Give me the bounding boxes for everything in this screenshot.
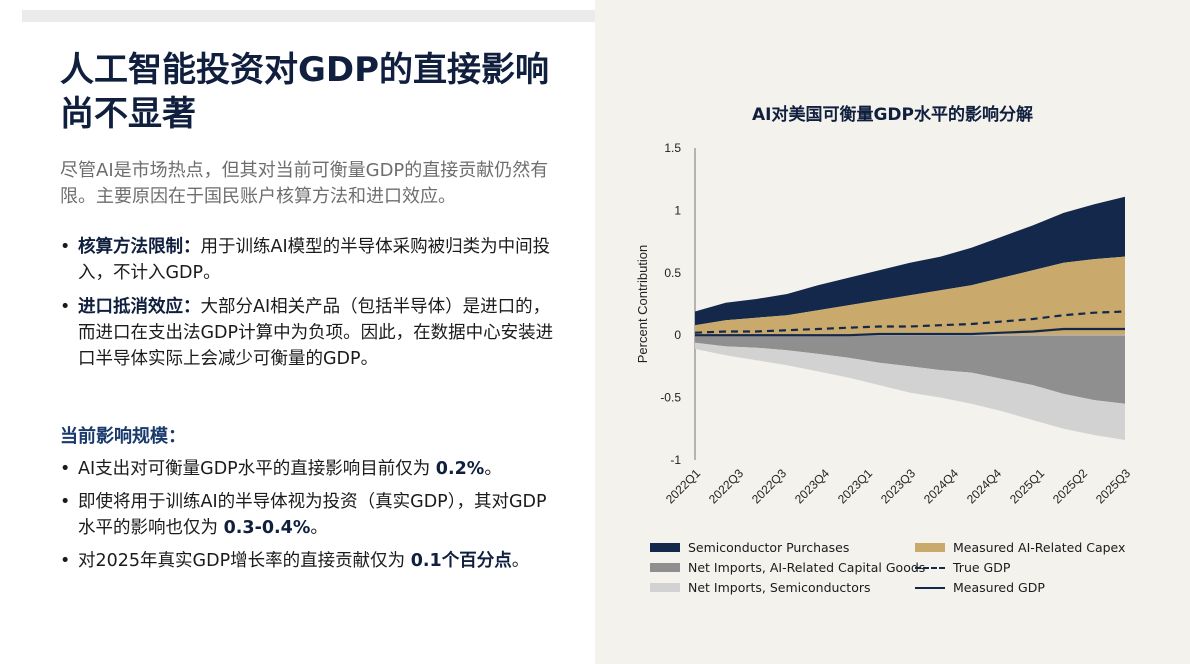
x-tick-label: 2024Q4 [921, 466, 961, 506]
section-title: 当前影响规模： [60, 426, 186, 447]
y-tick-label: 1.5 [664, 141, 681, 155]
y-tick-label: 1 [674, 203, 681, 217]
key-points-list: 核算方法限制：用于训练AI模型的半导体采购被归类为中间投入，不计入GDP。 进口… [60, 234, 560, 380]
impact-text: 即使将用于训练AI的半导体视为投资（真实GDP），其对GDP水平的影响也仅为 [78, 492, 547, 538]
legend-swatch [915, 566, 945, 569]
impact-list: AI支出对可衡量GDP水平的直接影响目前仅为 0.2%。 即使将用于训练AI的半… [60, 456, 560, 581]
x-tick-label: 2025Q2 [1050, 466, 1090, 506]
area-semiconductor-purchases [695, 196, 1125, 326]
line-measured-gdp [695, 327, 1125, 337]
y-tick-label: 0.5 [664, 266, 681, 280]
point-heading: 进口抵消效应： [78, 297, 201, 317]
x-tick-label: 2025Q1 [1007, 466, 1047, 506]
x-tick-label: 2022Q3 [706, 466, 746, 506]
page-title: 人工智能投资对GDP的直接影响尚不显著 [60, 50, 550, 134]
legend-item: Measured GDP [915, 580, 1045, 595]
legend-label: Net Imports, Semiconductors [688, 580, 871, 595]
impact-value: 0.2% [435, 459, 485, 479]
y-tick-label: 0 [674, 328, 681, 342]
x-tick-label: 2024Q4 [964, 466, 1004, 506]
impact-text: 。 [511, 551, 530, 571]
impact-value: 0.3-0.4% [223, 518, 311, 538]
legend-label: Measured AI-Related Capex [953, 540, 1126, 555]
area-measured-ai-related-capex [695, 256, 1125, 336]
area-net-imports-semiconductors [695, 342, 1125, 440]
legend-item: Net Imports, AI-Related Capital Goods [650, 560, 925, 575]
x-tick-label: 2023Q1 [835, 466, 875, 506]
impact-text: 。 [310, 518, 328, 538]
area-chart: 1.5 1 0.5 0 -0.5 -1 Percent Contribution 2022Q1… [635, 141, 1133, 506]
legend-label: True GDP [953, 560, 1011, 575]
legend-swatch [650, 563, 680, 572]
list-item: 即使将用于训练AI的半导体视为投资（真实GDP），其对GDP水平的影响也仅为 0… [60, 489, 560, 541]
legend-swatch [650, 583, 680, 592]
legend-label: Net Imports, AI-Related Capital Goods [688, 560, 926, 575]
y-axis-label: Percent Contribution [635, 245, 650, 364]
legend-swatch [915, 543, 945, 552]
x-tick-label: 2022Q3 [749, 466, 789, 506]
list-item: 进口抵消效应：大部分AI相关产品（包括半导体）是进口的，而进口在支出法GDP计算… [60, 294, 560, 372]
x-tick-label: 2022Q1 [663, 466, 703, 506]
x-tick-label: 2023Q3 [878, 466, 918, 506]
chart-title: AI对美国可衡量GDP水平的影响分解 [751, 105, 1033, 125]
legend-item: Measured AI-Related Capex [915, 540, 1125, 555]
intro-text: 尽管AI是市场热点，但其对当前可衡量GDP的直接贡献仍然有限。主要原因在于国民账… [60, 160, 549, 207]
list-item: 核算方法限制：用于训练AI模型的半导体采购被归类为中间投入，不计入GDP。 [60, 234, 560, 286]
list-item: AI支出对可衡量GDP水平的直接影响目前仅为 0.2%。 [60, 456, 560, 482]
legend-item: Net Imports, Semiconductors [650, 580, 871, 595]
x-tick-label: 2025Q3 [1093, 466, 1133, 506]
impact-text: 对2025年真实GDP增长率的直接贡献仅为 [78, 551, 411, 571]
y-tick-label: -1 [670, 453, 681, 467]
legend-label: Semiconductor Purchases [688, 540, 850, 555]
legend-swatch [915, 586, 945, 589]
legend-swatch [650, 543, 680, 552]
impact-text: 。 [484, 459, 502, 479]
y-tick-label: -0.5 [660, 391, 681, 405]
x-tick-label: 2023Q4 [792, 466, 832, 506]
point-text: 用于训练AI模型的半导体采购被归类为中间投入，不计入GDP。 [78, 237, 551, 283]
point-heading: 核算方法限制： [78, 237, 201, 257]
list-item: 对2025年真实GDP增长率的直接贡献仅为 0.1个百分点。 [60, 548, 560, 574]
impact-text: AI支出对可衡量GDP水平的直接影响目前仅为 [78, 459, 436, 479]
area-net-imports-ai-related-capital-goods [695, 335, 1125, 404]
impact-value: 0.1个百分点 [410, 551, 512, 571]
legend-item: Semiconductor Purchases [650, 540, 849, 555]
point-text: 大部分AI相关产品（包括半导体）是进口的，而进口在支出法GDP计算中为负项。因此… [78, 297, 554, 369]
legend-item: True GDP [915, 560, 1010, 575]
legend-label: Measured GDP [953, 580, 1045, 595]
